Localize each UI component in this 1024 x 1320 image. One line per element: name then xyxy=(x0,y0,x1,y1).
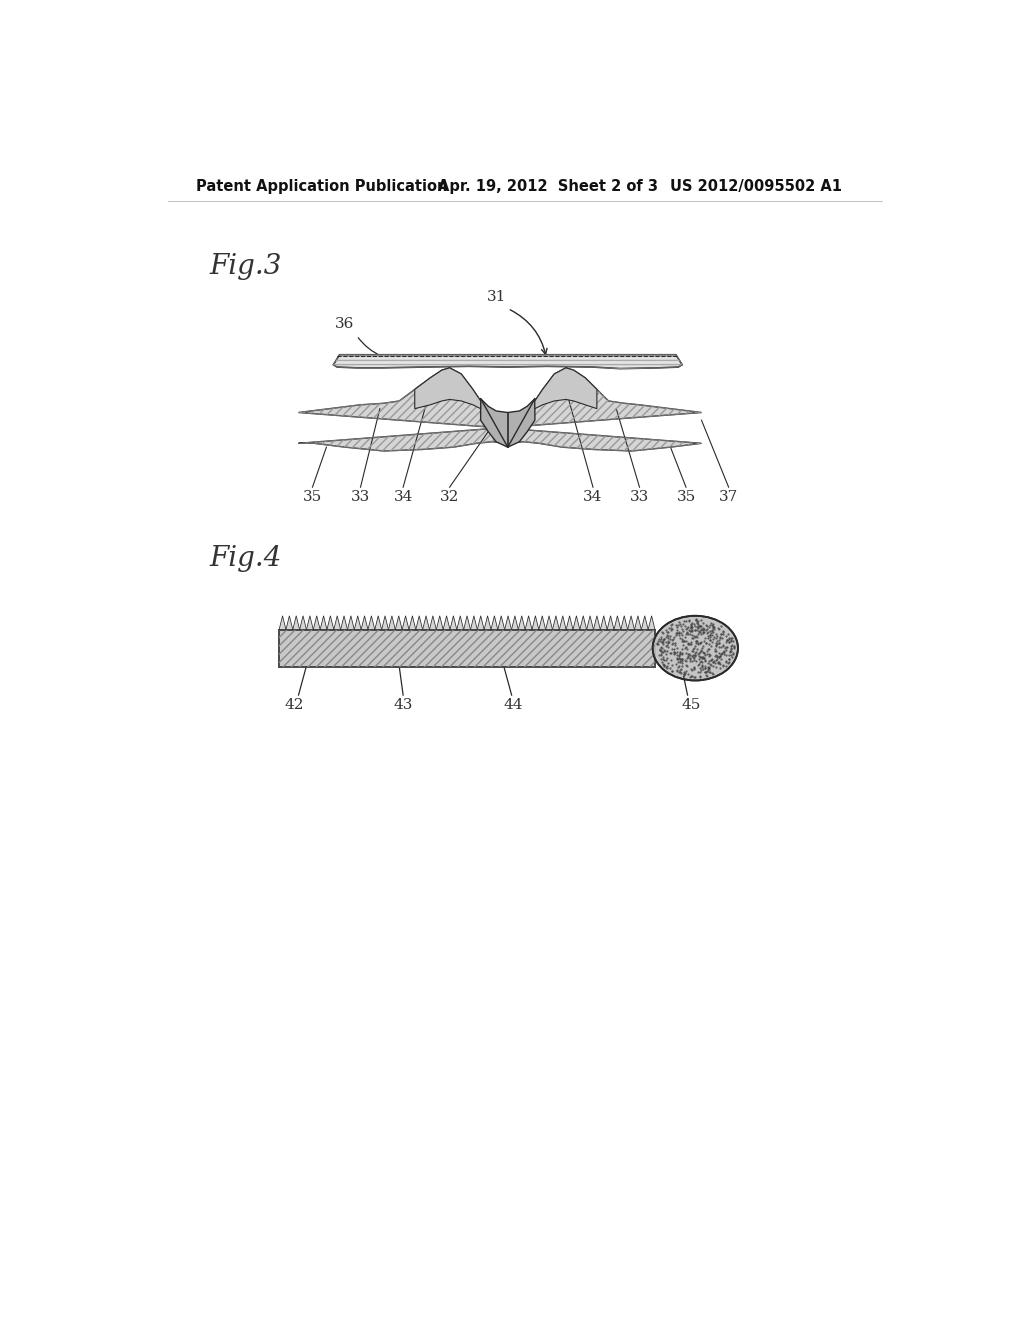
Polygon shape xyxy=(334,615,341,630)
Text: US 2012/0095502 A1: US 2012/0095502 A1 xyxy=(671,180,843,194)
Polygon shape xyxy=(341,615,347,630)
Polygon shape xyxy=(628,615,635,630)
Text: 43: 43 xyxy=(393,698,413,711)
Text: 42: 42 xyxy=(285,698,304,711)
Polygon shape xyxy=(546,615,553,630)
Polygon shape xyxy=(553,615,559,630)
Polygon shape xyxy=(395,615,402,630)
Polygon shape xyxy=(480,399,535,447)
Polygon shape xyxy=(535,368,597,409)
Polygon shape xyxy=(347,615,354,630)
Polygon shape xyxy=(300,615,306,630)
Polygon shape xyxy=(477,615,484,630)
Polygon shape xyxy=(293,615,300,630)
Polygon shape xyxy=(327,615,334,630)
Text: 36: 36 xyxy=(335,317,354,331)
Polygon shape xyxy=(511,615,518,630)
Polygon shape xyxy=(635,615,641,630)
Polygon shape xyxy=(532,615,539,630)
Bar xyxy=(280,630,655,667)
Polygon shape xyxy=(559,615,566,630)
Polygon shape xyxy=(402,615,409,630)
Text: 45: 45 xyxy=(682,698,701,711)
Polygon shape xyxy=(600,615,607,630)
Polygon shape xyxy=(423,615,429,630)
Polygon shape xyxy=(280,615,286,630)
Polygon shape xyxy=(443,615,450,630)
Text: 33: 33 xyxy=(351,490,370,504)
Text: 32: 32 xyxy=(440,490,460,504)
Polygon shape xyxy=(388,615,395,630)
Text: Fig.4: Fig.4 xyxy=(209,545,282,573)
Polygon shape xyxy=(641,615,648,630)
Polygon shape xyxy=(286,615,293,630)
Polygon shape xyxy=(321,615,327,630)
Polygon shape xyxy=(375,615,382,630)
Polygon shape xyxy=(299,368,701,451)
Polygon shape xyxy=(484,615,490,630)
Polygon shape xyxy=(614,615,621,630)
Polygon shape xyxy=(450,615,457,630)
Polygon shape xyxy=(429,615,436,630)
Polygon shape xyxy=(580,615,587,630)
Text: Apr. 19, 2012  Sheet 2 of 3: Apr. 19, 2012 Sheet 2 of 3 xyxy=(438,180,658,194)
Polygon shape xyxy=(354,615,361,630)
Polygon shape xyxy=(621,615,628,630)
Text: 33: 33 xyxy=(630,490,649,504)
Polygon shape xyxy=(409,615,416,630)
Polygon shape xyxy=(368,615,375,630)
Polygon shape xyxy=(648,615,655,630)
Polygon shape xyxy=(498,615,505,630)
Polygon shape xyxy=(539,615,546,630)
Ellipse shape xyxy=(652,615,738,681)
Text: 44: 44 xyxy=(504,698,523,711)
Polygon shape xyxy=(382,615,388,630)
Text: 35: 35 xyxy=(303,490,323,504)
Polygon shape xyxy=(334,355,682,368)
Text: Fig.3: Fig.3 xyxy=(209,253,282,280)
Polygon shape xyxy=(573,615,580,630)
Text: 34: 34 xyxy=(584,490,603,504)
Polygon shape xyxy=(306,615,313,630)
Polygon shape xyxy=(470,615,477,630)
Text: 34: 34 xyxy=(393,490,413,504)
Polygon shape xyxy=(416,615,423,630)
Polygon shape xyxy=(525,615,532,630)
Polygon shape xyxy=(415,368,480,409)
Polygon shape xyxy=(607,615,614,630)
Text: Patent Application Publication: Patent Application Publication xyxy=(197,180,447,194)
Text: 35: 35 xyxy=(677,490,695,504)
Text: 37: 37 xyxy=(719,490,738,504)
Polygon shape xyxy=(505,615,511,630)
Polygon shape xyxy=(436,615,443,630)
Polygon shape xyxy=(566,615,573,630)
Polygon shape xyxy=(457,615,464,630)
Polygon shape xyxy=(518,615,525,630)
Polygon shape xyxy=(587,615,594,630)
Polygon shape xyxy=(313,615,321,630)
Text: 31: 31 xyxy=(486,290,506,304)
Polygon shape xyxy=(361,615,368,630)
Polygon shape xyxy=(464,615,470,630)
Polygon shape xyxy=(594,615,600,630)
Bar xyxy=(280,630,655,667)
Polygon shape xyxy=(490,615,498,630)
